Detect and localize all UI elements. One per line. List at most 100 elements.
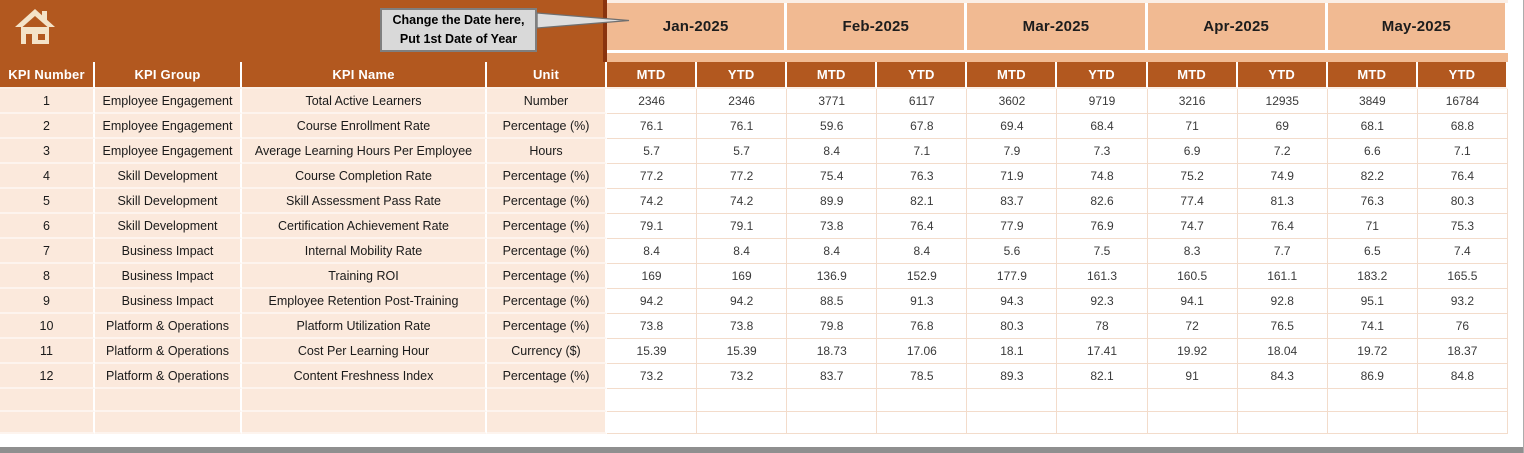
unit-cell[interactable]: Currency ($) [487,339,607,364]
ytd-value-cell[interactable]: 6117 [877,89,968,114]
empty-left-cell[interactable] [487,389,607,412]
mtd-value-cell[interactable]: 83.7 [967,189,1058,214]
ytd-value-cell[interactable]: 93.2 [1417,289,1508,314]
mtd-value-cell[interactable]: 75.4 [787,164,878,189]
mtd-value-cell[interactable]: 94.1 [1147,289,1238,314]
ytd-value-cell[interactable]: 15.39 [697,339,788,364]
kpi-group-cell[interactable]: Platform & Operations [95,364,242,389]
ytd-value-cell[interactable]: 73.2 [697,364,788,389]
mtd-value-cell[interactable]: 76.1 [607,114,698,139]
mtd-value-cell[interactable]: 73.8 [607,314,698,339]
empty-value-cell[interactable] [1147,389,1238,412]
kpi-group-cell[interactable]: Platform & Operations [95,339,242,364]
unit-cell[interactable]: Number [487,89,607,114]
kpi-group-cell[interactable]: Skill Development [95,214,242,239]
ytd-value-cell[interactable]: 76.4 [1237,214,1328,239]
mtd-value-cell[interactable]: 2346 [607,89,698,114]
kpi-number-cell[interactable]: 2 [0,114,95,139]
mtd-value-cell[interactable]: 74.2 [607,189,698,214]
ytd-value-cell[interactable]: 79.1 [697,214,788,239]
ytd-value-cell[interactable]: 161.3 [1057,264,1148,289]
empty-value-cell[interactable] [1057,389,1148,412]
mtd-value-cell[interactable]: 6.9 [1147,139,1238,164]
mtd-value-cell[interactable]: 18.1 [967,339,1058,364]
ytd-value-cell[interactable]: 165.5 [1417,264,1508,289]
mtd-value-cell[interactable]: 73.8 [787,214,878,239]
ytd-value-cell[interactable]: 92.3 [1057,289,1148,314]
ytd-value-cell[interactable]: 7.7 [1237,239,1328,264]
mtd-value-cell[interactable]: 91 [1147,364,1238,389]
unit-cell[interactable]: Percentage (%) [487,114,607,139]
header-ytd[interactable]: YTD [877,62,968,89]
ytd-value-cell[interactable]: 7.2 [1237,139,1328,164]
mtd-value-cell[interactable]: 82.2 [1327,164,1418,189]
ytd-value-cell[interactable]: 74.9 [1237,164,1328,189]
mtd-value-cell[interactable]: 3602 [967,89,1058,114]
ytd-value-cell[interactable]: 92.8 [1237,289,1328,314]
mtd-value-cell[interactable]: 71.9 [967,164,1058,189]
ytd-value-cell[interactable]: 76.4 [877,214,968,239]
kpi-name-cell[interactable]: Course Completion Rate [242,164,487,189]
header-mtd[interactable]: MTD [967,62,1058,89]
mtd-value-cell[interactable]: 8.4 [787,139,878,164]
header-ytd[interactable]: YTD [697,62,788,89]
empty-value-cell[interactable] [607,411,698,434]
header-mtd[interactable]: MTD [1327,62,1418,89]
kpi-name-cell[interactable]: Course Enrollment Rate [242,114,487,139]
kpi-group-cell[interactable]: Employee Engagement [95,89,242,114]
mtd-value-cell[interactable]: 19.72 [1327,339,1418,364]
ytd-value-cell[interactable]: 76.8 [877,314,968,339]
kpi-name-cell[interactable]: Employee Retention Post-Training [242,289,487,314]
ytd-value-cell[interactable]: 73.8 [697,314,788,339]
ytd-value-cell[interactable]: 8.4 [697,239,788,264]
mtd-value-cell[interactable]: 86.9 [1327,364,1418,389]
kpi-group-cell[interactable]: Employee Engagement [95,114,242,139]
mtd-value-cell[interactable]: 89.3 [967,364,1058,389]
empty-left-cell[interactable] [242,411,487,434]
header-mtd[interactable]: MTD [1147,62,1238,89]
kpi-name-cell[interactable]: Average Learning Hours Per Employee [242,139,487,164]
empty-value-cell[interactable] [1057,411,1148,434]
month-header-cell[interactable]: Jan-2025 [607,3,788,53]
kpi-group-cell[interactable]: Skill Development [95,189,242,214]
mtd-value-cell[interactable]: 80.3 [967,314,1058,339]
mtd-value-cell[interactable]: 3849 [1327,89,1418,114]
unit-cell[interactable]: Percentage (%) [487,214,607,239]
unit-cell[interactable]: Percentage (%) [487,364,607,389]
empty-left-cell[interactable] [487,411,607,434]
unit-cell[interactable]: Percentage (%) [487,164,607,189]
empty-value-cell[interactable] [607,389,698,412]
mtd-value-cell[interactable]: 183.2 [1327,264,1418,289]
ytd-value-cell[interactable]: 82.1 [1057,364,1148,389]
kpi-name-cell[interactable]: Training ROI [242,264,487,289]
kpi-group-cell[interactable]: Platform & Operations [95,314,242,339]
ytd-value-cell[interactable]: 18.04 [1237,339,1328,364]
ytd-value-cell[interactable]: 82.1 [877,189,968,214]
mtd-value-cell[interactable]: 3216 [1147,89,1238,114]
empty-value-cell[interactable] [877,411,968,434]
ytd-value-cell[interactable]: 7.1 [877,139,968,164]
header-ytd[interactable]: YTD [1057,62,1148,89]
unit-cell[interactable]: Percentage (%) [487,314,607,339]
unit-cell[interactable]: Percentage (%) [487,289,607,314]
ytd-value-cell[interactable]: 76.9 [1057,214,1148,239]
ytd-value-cell[interactable]: 8.4 [877,239,968,264]
mtd-value-cell[interactable]: 75.2 [1147,164,1238,189]
empty-left-cell[interactable] [242,389,487,412]
empty-value-cell[interactable] [1327,389,1418,412]
kpi-number-cell[interactable]: 10 [0,314,95,339]
empty-left-cell[interactable] [95,389,242,412]
mtd-value-cell[interactable]: 5.6 [967,239,1058,264]
mtd-value-cell[interactable]: 15.39 [607,339,698,364]
mtd-value-cell[interactable]: 77.9 [967,214,1058,239]
header-mtd[interactable]: MTD [787,62,878,89]
horizontal-scrollbar[interactable] [0,447,1523,453]
ytd-value-cell[interactable]: 16784 [1417,89,1508,114]
mtd-value-cell[interactable]: 89.9 [787,189,878,214]
mtd-value-cell[interactable]: 19.92 [1147,339,1238,364]
empty-value-cell[interactable] [1237,411,1328,434]
header-ytd[interactable]: YTD [1237,62,1328,89]
header-unit[interactable]: Unit [487,62,607,89]
mtd-value-cell[interactable]: 160.5 [1147,264,1238,289]
empty-value-cell[interactable] [1327,411,1418,434]
